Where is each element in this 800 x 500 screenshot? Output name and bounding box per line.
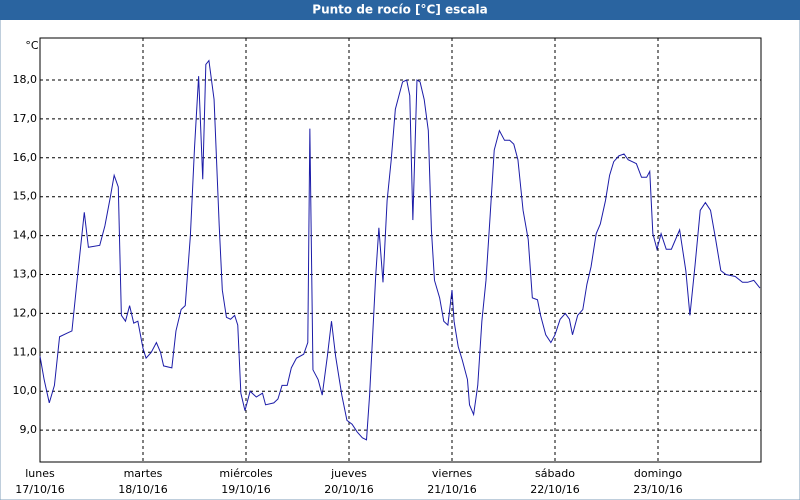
x-tick-weekday: lunes [25,467,55,480]
y-tick-label: 12,0 [13,306,38,319]
x-tick-label: 21/10/16 [427,483,476,496]
y-tick-label: 9,0 [20,423,38,436]
x-tick-label: 19/10/16 [221,483,270,496]
x-tick-weekday: domingo [634,467,682,480]
y-tick-label: 15,0 [13,190,38,203]
y-tick-label: 10,0 [13,384,38,397]
plot-area [39,37,762,463]
y-axis-label: °C [25,39,39,52]
x-tick-label: 18/10/16 [118,483,167,496]
y-tick-label: 16,0 [13,151,38,164]
y-tick-label: 14,0 [13,229,38,242]
x-tick-label: 20/10/16 [324,483,373,496]
title-bar [0,0,800,20]
x-tick-weekday: martes [124,467,163,480]
x-tick-weekday: miércoles [219,467,272,480]
x-tick-weekday: jueves [330,467,367,480]
x-tick-label: 22/10/16 [530,483,579,496]
x-tick-label: 17/10/16 [15,483,64,496]
y-tick-label: 17,0 [13,112,38,125]
data-line [39,59,761,441]
chart-title: Punto de rocío [°C] escala [312,3,487,17]
y-tick-label: 11,0 [13,345,38,358]
x-tick-label: 23/10/16 [633,483,682,496]
x-tick-weekday: viernes [432,467,472,480]
x-tick-weekday: sábado [535,467,575,480]
y-tick-label: 13,0 [13,268,38,281]
y-tick-label: 18,0 [13,73,38,86]
